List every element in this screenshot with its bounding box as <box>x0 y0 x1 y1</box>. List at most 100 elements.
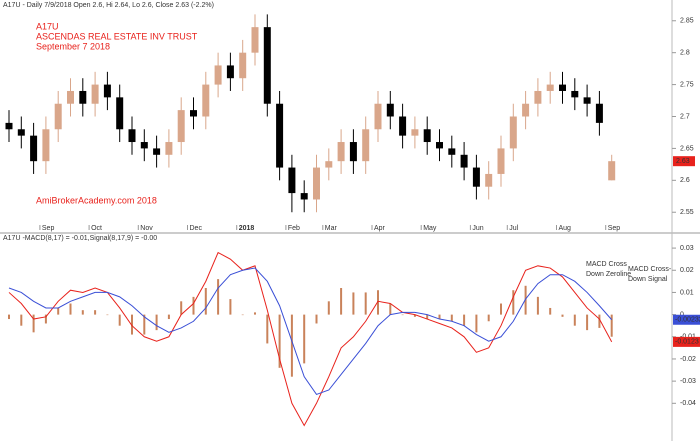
histogram-bar <box>241 314 244 316</box>
histogram-bar <box>57 307 60 315</box>
candle-body <box>522 103 530 117</box>
y-tick-label: -0.04 <box>680 400 696 407</box>
histogram-bar <box>426 314 429 320</box>
candle-body <box>472 167 480 187</box>
histogram-bar <box>438 314 441 320</box>
histogram-bar <box>536 296 539 315</box>
histogram-bar <box>44 314 47 324</box>
candle-body <box>595 103 603 123</box>
candle-body <box>325 161 333 168</box>
x-tick-label: May <box>423 225 437 232</box>
y-tick-label: 0.03 <box>680 245 694 252</box>
last-value-label: -0.0123 <box>675 339 699 346</box>
y-tick-label: 2.8 <box>680 50 690 57</box>
candle-body <box>67 90 74 104</box>
candle-body <box>546 84 554 91</box>
watermark: AmiBrokerAcademy.com 2018 <box>36 195 157 205</box>
x-tick-label: 2018 <box>239 225 255 232</box>
histogram-bar <box>180 301 183 315</box>
histogram-bar <box>94 310 97 315</box>
histogram-bar <box>487 314 490 322</box>
y-tick-label: 0.01 <box>680 289 694 296</box>
histogram-bar <box>524 285 527 315</box>
histogram-bar <box>192 296 195 315</box>
x-tick-label: Sep <box>608 225 621 232</box>
annotation: Down Signal <box>628 276 668 283</box>
histogram-bar <box>217 279 220 315</box>
histogram-bar <box>278 314 281 368</box>
last-value-box <box>673 314 700 325</box>
histogram-bar <box>254 312 256 315</box>
candle-body <box>5 122 13 130</box>
histogram-bar <box>229 299 232 315</box>
x-tick-label: Apr <box>374 225 386 232</box>
candle-body <box>583 97 591 104</box>
histogram-bar <box>586 314 589 331</box>
histogram-bar <box>401 314 404 316</box>
candle-body <box>140 142 148 149</box>
histogram-bar <box>32 314 35 333</box>
candle-body <box>571 90 579 98</box>
candle-body <box>386 103 394 117</box>
candle-body <box>251 27 259 53</box>
candle-body <box>534 90 542 104</box>
histogram-bar <box>500 303 502 315</box>
candle-body <box>239 52 247 79</box>
histogram-bar <box>118 314 121 326</box>
x-tick-label: Dec <box>190 225 203 232</box>
annotation: MACD Cross- <box>628 266 672 273</box>
macd-header: Signal(8,17,9) = -0.00 <box>90 235 158 242</box>
candle-body <box>313 167 320 200</box>
candle-body <box>399 116 407 136</box>
histogram-bar <box>167 314 170 320</box>
candle-body <box>79 90 87 104</box>
candle-body <box>448 148 456 155</box>
macd-line <box>8 267 613 396</box>
candle-body <box>436 142 443 149</box>
candle-body <box>349 142 357 162</box>
histogram-bar <box>155 314 158 331</box>
candle-body <box>263 27 271 104</box>
last-value-box <box>673 336 700 347</box>
macd-header: A17U - <box>3 235 25 242</box>
macd-header: MACD(8,17) = -0.01 <box>25 235 88 242</box>
histogram-bar <box>106 314 109 316</box>
x-tick-label: Jun <box>472 225 483 232</box>
candle-body <box>128 129 136 143</box>
y-tick-label: 2.65 <box>680 145 694 152</box>
last-price-label: 2.63 <box>676 158 690 165</box>
price-header: A17U - Daily 7/9/2018 Open 2.6, Hi 2.64,… <box>3 2 214 9</box>
annotation: Down Zeroline <box>586 271 631 278</box>
candle-body <box>116 97 124 130</box>
histogram-bar <box>610 314 613 337</box>
candle-body <box>374 103 382 130</box>
x-tick-label: Aug <box>559 225 572 232</box>
histogram-bar <box>204 288 207 315</box>
candle-body <box>42 129 50 162</box>
histogram-bar <box>81 310 84 315</box>
macd-line <box>8 251 613 427</box>
title-line: September 7 2018 <box>36 41 110 51</box>
y-tick-label: 2.6 <box>680 177 690 184</box>
y-tick-label: -0.02 <box>680 356 696 363</box>
histogram-bar <box>20 314 23 326</box>
title-line: ASCENDAS REAL ESTATE INV TRUST <box>36 31 198 41</box>
x-tick-label: Mar <box>325 225 338 232</box>
x-tick-label: Jul <box>509 225 518 232</box>
annotation: MACD Cross <box>586 261 627 268</box>
candle-body <box>608 161 616 181</box>
histogram-bar <box>315 314 318 324</box>
candle-body <box>226 65 234 79</box>
histogram-bar <box>364 292 367 315</box>
candle-body <box>485 173 493 187</box>
candle-body <box>423 129 431 143</box>
x-tick-label: Oct <box>91 225 102 232</box>
candle-body <box>190 110 197 117</box>
histogram-bar <box>512 290 515 315</box>
title-line: A17U <box>36 21 59 31</box>
histogram-bar <box>143 314 146 335</box>
y-tick-label: -0.03 <box>680 378 696 385</box>
histogram-bar <box>413 314 416 317</box>
candle-body <box>30 135 38 162</box>
